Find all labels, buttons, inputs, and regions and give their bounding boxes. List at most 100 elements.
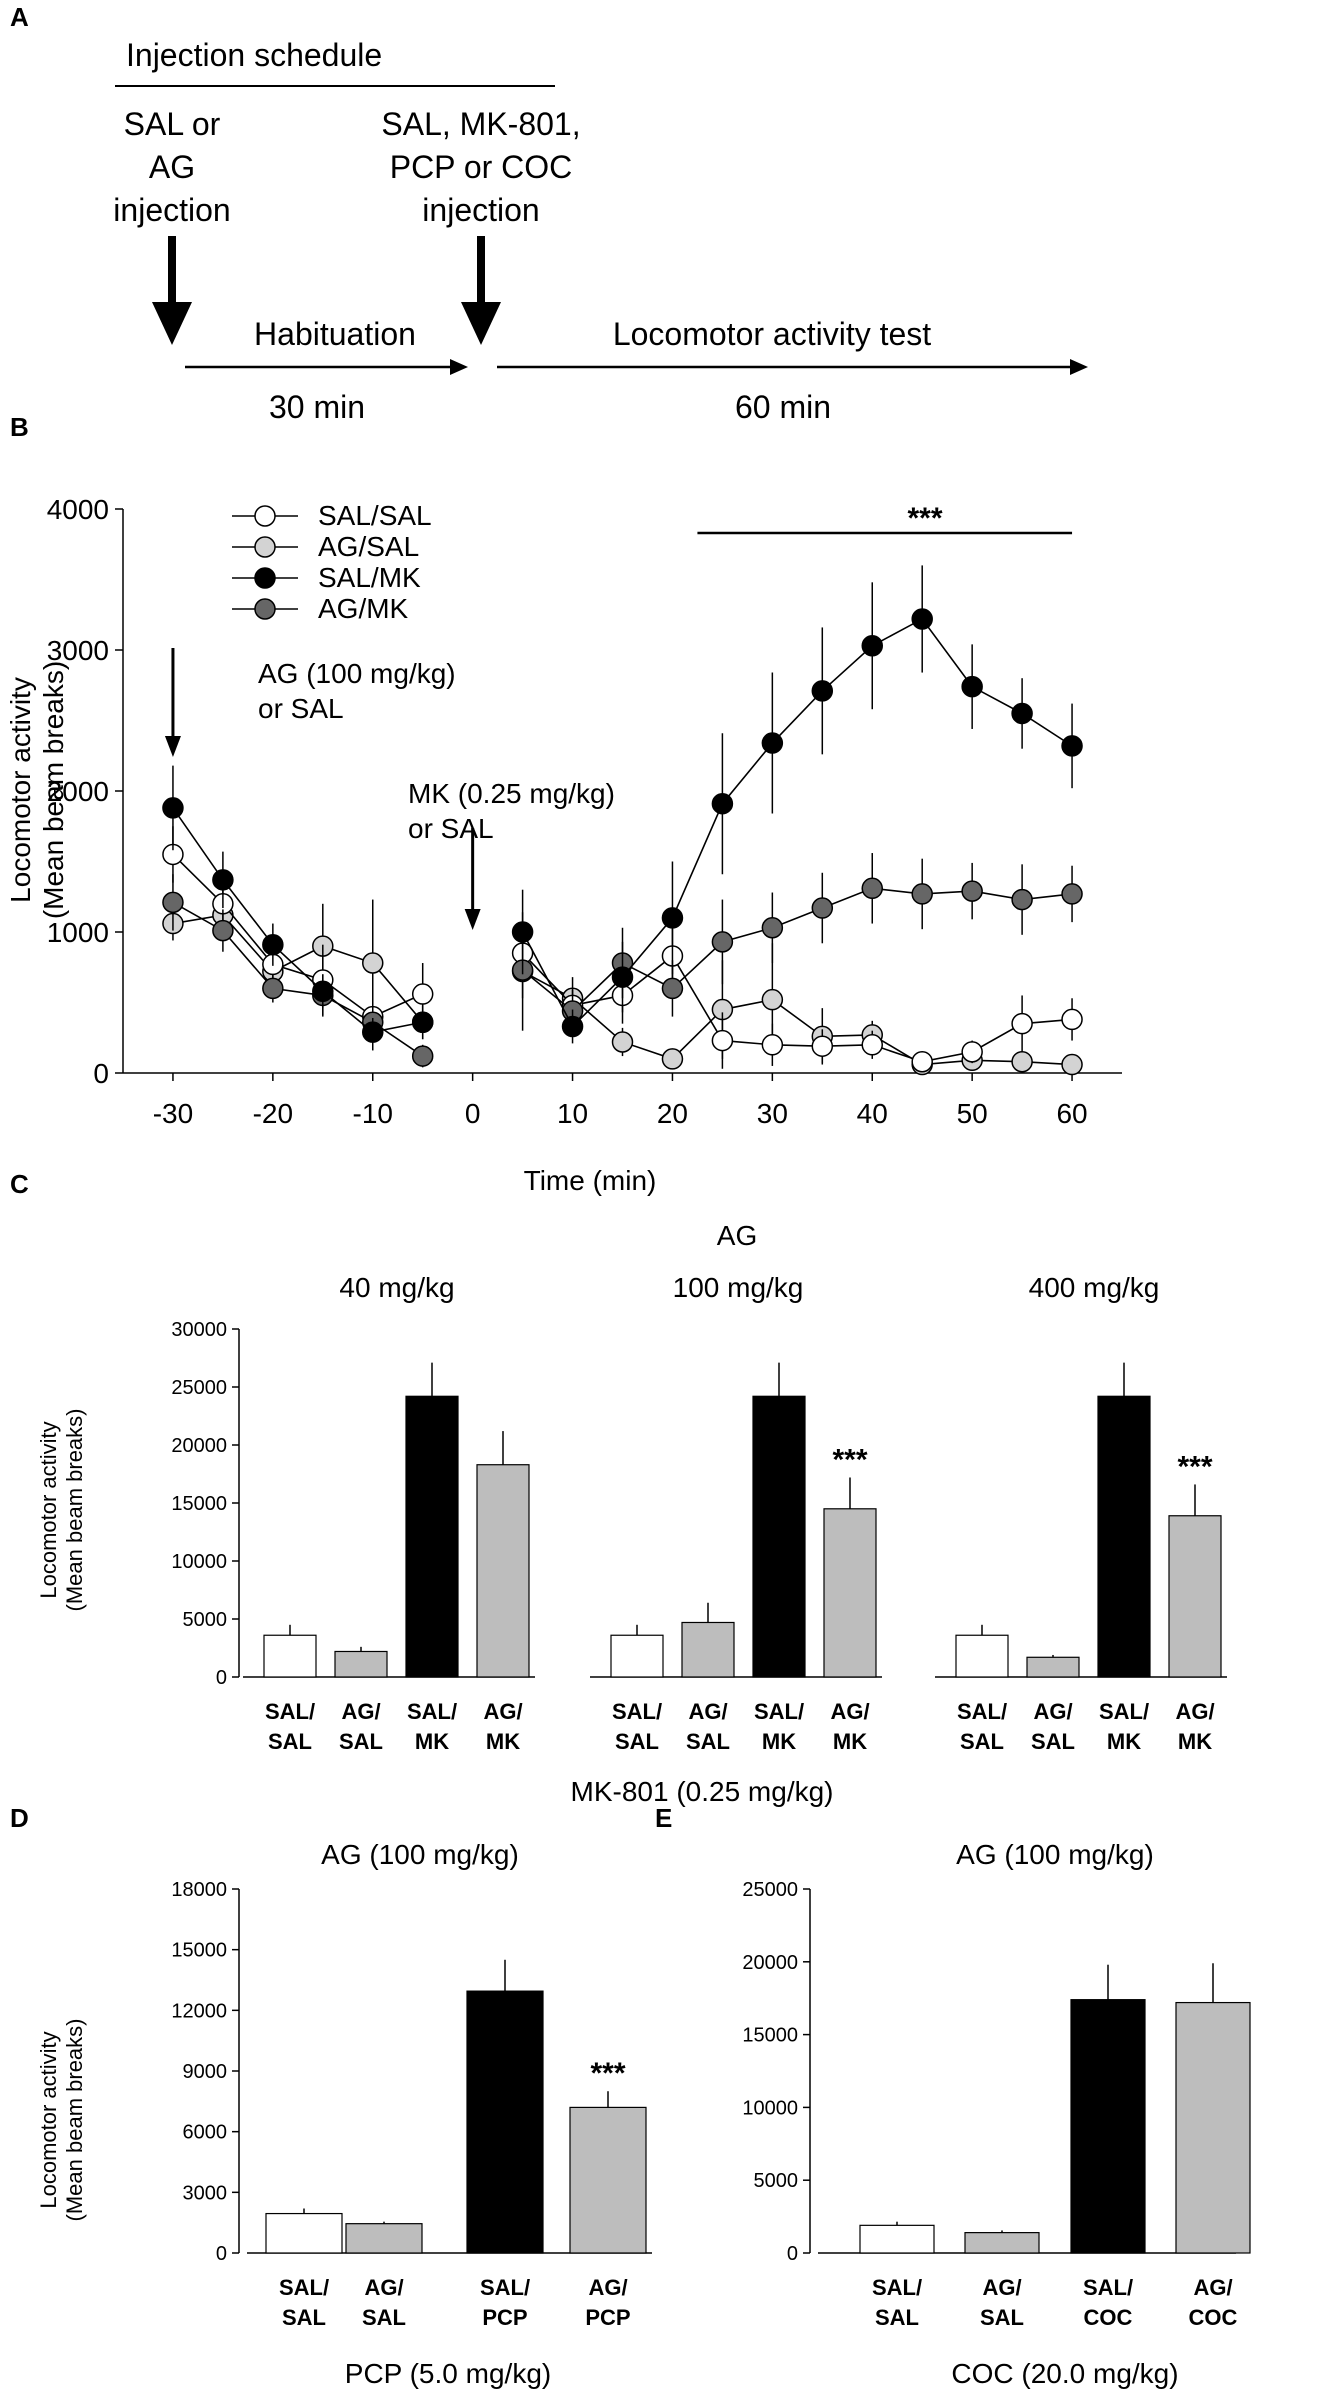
data-point xyxy=(611,1031,634,1053)
data-point xyxy=(1061,1008,1083,1031)
panel-e-category-line1: SAL/ xyxy=(1083,2275,1133,2300)
legend-label-ag-mk: AG/MK xyxy=(318,593,409,624)
mk-arrow-label-line1: MK (0.25 mg/kg) xyxy=(408,778,615,809)
data-point xyxy=(811,1035,834,1057)
legend-marker-ag-mk xyxy=(254,598,276,620)
data-point xyxy=(911,1050,933,1073)
panel-b-label: B xyxy=(10,412,29,442)
panel-c-category-line1: AG/ xyxy=(688,1699,727,1724)
panel-c-category-line2: SAL xyxy=(686,1729,730,1754)
data-point xyxy=(661,907,684,929)
data-point xyxy=(411,1045,434,1067)
panel-c-bar-sal-mk xyxy=(1097,1395,1151,1678)
panel-d-category-line1: AG/ xyxy=(364,2275,403,2300)
panel-c-group-title: 100 mg/kg xyxy=(673,1272,804,1303)
panel-c-xlabel: MK-801 (0.25 mg/kg) xyxy=(571,1776,834,1807)
data-point xyxy=(162,891,184,914)
panel-d-y-tick-label: 0 xyxy=(216,2243,227,2265)
series-line-ag-sal xyxy=(522,970,1073,1066)
x-tick-label: -20 xyxy=(253,1098,293,1129)
panel-d-y-tick-label: 18000 xyxy=(171,1879,227,1901)
panel-d-category-line1: AG/ xyxy=(588,2275,627,2300)
panel-e-bar-ag-coc xyxy=(1175,2001,1251,2254)
series-line-sal-sal xyxy=(522,952,1073,1063)
panel-c-group-40-mg-kg: 40 mg/kg SAL/SAL AG/SAL SAL/MK AG/MK xyxy=(243,1272,535,1754)
panel-c-y-tick-label: 0 xyxy=(216,1667,227,1689)
panel-e-xlabel: COC (20.0 mg/kg) xyxy=(951,2358,1178,2389)
panel-e-category-line2: COC xyxy=(1084,2305,1133,2330)
panel-c-bar-ag-mk xyxy=(476,1464,530,1678)
panel-c-category-line2: MK xyxy=(762,1729,796,1754)
panel-c-y-tick-label: 10000 xyxy=(171,1551,227,1573)
y-tick-label: 4000 xyxy=(47,494,109,525)
legend-label-ag-sal: AG/SAL xyxy=(318,531,419,562)
data-point xyxy=(1061,735,1083,757)
data-point xyxy=(362,1021,384,1043)
panel-e-category-line2: COC xyxy=(1189,2305,1238,2330)
data-point xyxy=(162,797,184,819)
panel-c-bar-ag-sal xyxy=(334,1650,388,1678)
panel-c-y-tick-label: 25000 xyxy=(171,1377,227,1399)
data-point xyxy=(1011,702,1033,725)
panel-e-plot: 0 5000 10000 15000 20000 25000 SAL/SAL AG/SAL SA… xyxy=(742,1879,1251,2330)
legend-marker-sal-mk xyxy=(254,567,276,589)
data-point xyxy=(961,675,983,698)
panel-e-category-line1: AG/ xyxy=(1193,2275,1232,2300)
data-point xyxy=(661,1048,684,1070)
panel-c-category-line2: MK xyxy=(486,1729,520,1754)
data-point xyxy=(1011,888,1033,911)
panel-d-bar-sal-pcp xyxy=(466,1990,544,2254)
data-point xyxy=(861,1034,883,1056)
ag-arrow-label-line2: or SAL xyxy=(258,693,344,724)
panel-b-ylabel-line1: Locomotor activity xyxy=(5,677,36,903)
legend-label-sal-sal: SAL/SAL xyxy=(318,500,432,531)
panel-d-bar-sal-sal xyxy=(265,2212,343,2254)
panel-c-super-title: AG xyxy=(717,1220,757,1251)
panel-c-category-line1: AG/ xyxy=(830,1699,869,1724)
panel-d-y-tick-label: 12000 xyxy=(171,2000,227,2022)
panel-c-category-line2: SAL xyxy=(1031,1729,1075,1754)
panel-c-bar-ag-sal xyxy=(681,1621,735,1678)
first-injection-line3: injection xyxy=(113,192,230,228)
data-point xyxy=(1011,1012,1033,1035)
panel-c-bar-sal-sal xyxy=(955,1634,1009,1678)
panel-e: E AG (100 mg/kg) COC (20.0 mg/kg) 0 5000 1… xyxy=(655,1803,1251,2389)
panel-c-y-tick-label: 15000 xyxy=(171,1493,227,1515)
x-tick-label: 40 xyxy=(857,1098,888,1129)
panel-e-label: E xyxy=(655,1803,672,1833)
panel-e-bar-ag-sal xyxy=(964,2232,1040,2254)
panel-c-category-line2: SAL xyxy=(339,1729,383,1754)
mk-arrow-head xyxy=(464,909,481,930)
panel-b-ylabel-line2: (Mean beam breaks) xyxy=(38,661,69,919)
legend-marker-ag-sal xyxy=(254,536,276,558)
panel-b: B Locomotor activity (Mean beam breaks) … xyxy=(5,412,1122,1196)
panel-c-bar-sal-sal xyxy=(610,1634,664,1678)
x-tick-label: 50 xyxy=(957,1098,988,1129)
first-injection-arrow xyxy=(152,236,192,345)
data-point xyxy=(711,931,734,953)
series-line-sal-mk xyxy=(521,617,1073,1028)
data-point xyxy=(212,869,234,891)
series-line-sal-mk xyxy=(172,807,423,1033)
series-line-ag-mk xyxy=(522,887,1073,1013)
data-point xyxy=(711,1029,734,1052)
panel-c-category-line1: AG/ xyxy=(341,1699,380,1724)
data-point xyxy=(761,988,784,1011)
data-point xyxy=(411,983,434,1005)
panel-d-category-line2: PCP xyxy=(482,2305,527,2330)
panel-d-category-line2: SAL xyxy=(362,2305,406,2330)
panel-c-bar-ag-sal xyxy=(1026,1656,1080,1678)
panel-b-xlabel: Time (min) xyxy=(524,1165,657,1196)
panel-e-y-tick-label: 5000 xyxy=(754,2170,799,2192)
panel-c-category-line1: SAL/ xyxy=(1099,1699,1149,1724)
panel-e-category-line2: SAL xyxy=(875,2305,919,2330)
panel-c-significance: *** xyxy=(1177,1450,1212,1483)
panel-c-group-100-mg-kg: 100 mg/kg SAL/SAL AG/SAL SAL/MK *** AG/MK xyxy=(590,1272,882,1754)
y-tick-label: 3000 xyxy=(47,635,109,666)
x-tick-label: 30 xyxy=(757,1098,788,1129)
panel-c-group-title: 40 mg/kg xyxy=(339,1272,454,1303)
panel-c-group-title: 400 mg/kg xyxy=(1029,1272,1160,1303)
panel-b-plot xyxy=(162,565,1083,1076)
panel-c-category-line2: MK xyxy=(833,1729,867,1754)
panel-c-category-line2: MK xyxy=(1107,1729,1141,1754)
